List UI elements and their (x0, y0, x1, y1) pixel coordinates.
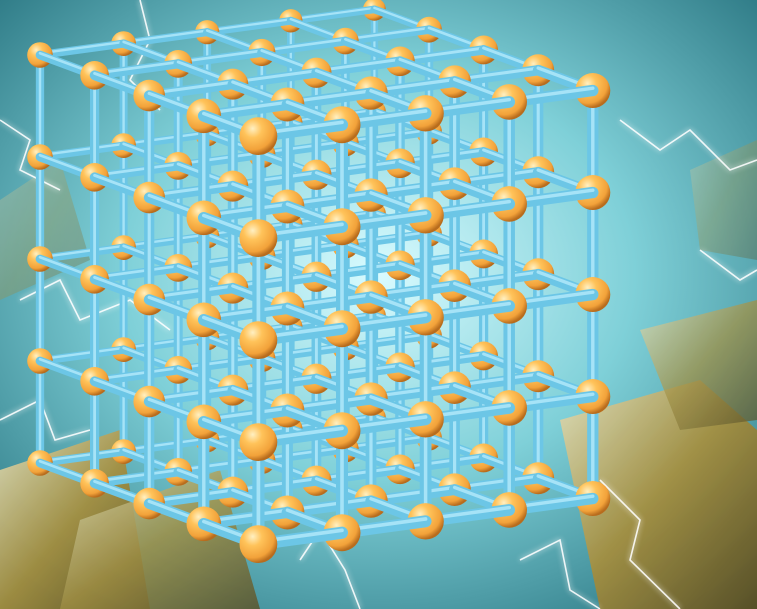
bond-rod (257, 138, 350, 159)
bond-rod (35, 39, 128, 60)
bond-highlight (260, 242, 347, 257)
bond-rod (287, 5, 379, 25)
bond-rod (173, 48, 267, 69)
bond-highlight (344, 26, 431, 41)
bond-rod (341, 433, 434, 454)
bond-highlight (344, 128, 431, 143)
bond-rod (119, 334, 212, 354)
bond-rod (173, 354, 267, 375)
bond-highlight (93, 162, 180, 177)
bond-highlight (38, 40, 125, 55)
bond-rod (119, 232, 212, 252)
atom-sphere (239, 525, 278, 564)
bond-highlight (176, 457, 264, 472)
atom-sphere (239, 219, 278, 258)
bond-highlight (93, 366, 180, 381)
bond-highlight (260, 344, 347, 359)
bond-rod (341, 25, 434, 46)
atom-sphere (239, 321, 278, 360)
bond-rod (173, 150, 267, 171)
bond-rod (341, 127, 434, 148)
rock-formations (0, 140, 757, 609)
bond-highlight (38, 346, 125, 361)
bond-highlight (344, 434, 431, 449)
bond-rod (257, 342, 350, 363)
bond-highlight (260, 38, 347, 53)
bond-rod (173, 252, 267, 273)
atom-sphere (239, 117, 278, 156)
bond-highlight (122, 437, 209, 452)
cubic-lattice (27, 0, 611, 564)
atom-sphere (239, 423, 278, 462)
bond-highlight (38, 244, 125, 259)
bond-rod (173, 456, 267, 477)
bond-highlight (260, 446, 347, 461)
bond-highlight (176, 355, 264, 370)
bond-highlight (38, 448, 125, 463)
bond-rod (341, 229, 434, 250)
bond-rod (35, 447, 128, 468)
bond-rod (341, 331, 434, 352)
bond-highlight (122, 335, 209, 350)
bond-rod (35, 345, 128, 366)
bond-highlight (260, 140, 347, 155)
bond-highlight (176, 151, 264, 166)
bond-rod (119, 436, 212, 456)
bond-highlight (122, 233, 209, 248)
bond-rod (257, 444, 350, 465)
bond-highlight (344, 230, 431, 245)
bond-highlight (93, 264, 180, 279)
bond-highlight (176, 49, 264, 64)
bond-rod (119, 28, 212, 48)
bond-highlight (122, 131, 209, 146)
bond-highlight (344, 332, 431, 347)
bond-highlight (93, 60, 180, 75)
bond-rod (119, 130, 212, 150)
bond-rod (257, 36, 350, 57)
bond-highlight (93, 468, 180, 483)
bond-rod (35, 243, 128, 264)
bond-rod (203, 16, 295, 37)
bond-highlight (206, 18, 292, 32)
bond-highlight (176, 253, 264, 268)
bond-rod (35, 141, 128, 162)
bond-highlight (38, 142, 125, 157)
bond-rod (257, 240, 350, 261)
bond-highlight (122, 29, 209, 44)
bond-highlight (289, 6, 376, 21)
